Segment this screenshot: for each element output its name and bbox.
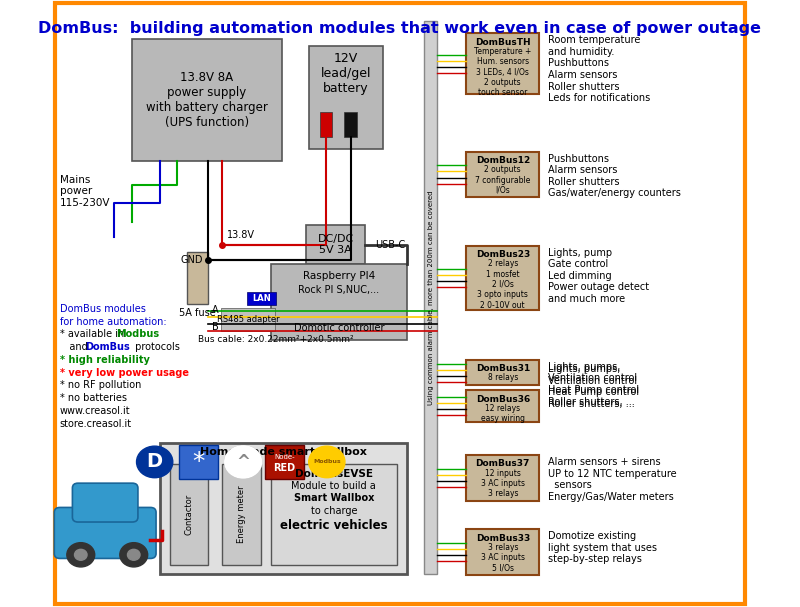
Circle shape	[127, 549, 140, 560]
Text: 13.8V 8A
power supply
with battery charger
(UPS function): 13.8V 8A power supply with battery charg…	[146, 71, 267, 129]
Text: 12 relays
easy wiring: 12 relays easy wiring	[481, 404, 525, 423]
Text: DomBus: DomBus	[85, 342, 130, 352]
Text: Pushbuttons
Alarm sensors
Roller shutters
Gas/water/energy counters: Pushbuttons Alarm sensors Roller shutter…	[548, 154, 681, 198]
Text: 2 relays
1 mosfet
2 I/Os
3 opto inputs
2 0-10V out: 2 relays 1 mosfet 2 I/Os 3 opto inputs 2…	[478, 259, 528, 310]
Text: Bus cable: 2x0.22mm²+2x0.5mm²: Bus cable: 2x0.22mm²+2x0.5mm²	[198, 335, 354, 344]
FancyBboxPatch shape	[170, 464, 208, 565]
Text: DomBus37: DomBus37	[476, 459, 530, 469]
FancyBboxPatch shape	[132, 39, 282, 161]
Text: Node-: Node-	[274, 454, 294, 460]
Text: Domotic controller: Domotic controller	[294, 323, 384, 333]
Text: 13.8V: 13.8V	[227, 231, 255, 240]
Text: *: *	[192, 450, 205, 474]
FancyBboxPatch shape	[246, 292, 276, 305]
Text: Lights, pumps,
Ventilation control
Heat Pump control
Roller shutters, ...: Lights, pumps, Ventilation control Heat …	[548, 364, 639, 409]
Text: Room temperature
and humidity.
Pushbuttons
Alarm sensors
Roller shutters
Leds fo: Room temperature and humidity. Pushbutto…	[548, 35, 650, 103]
FancyBboxPatch shape	[424, 21, 437, 574]
Circle shape	[225, 446, 262, 478]
FancyBboxPatch shape	[466, 455, 539, 501]
Text: LAN: LAN	[252, 294, 270, 303]
Text: RED: RED	[274, 463, 295, 473]
FancyBboxPatch shape	[306, 225, 365, 264]
Circle shape	[137, 446, 173, 478]
Text: DomBus33: DomBus33	[476, 534, 530, 543]
Circle shape	[67, 543, 94, 567]
Text: DomBus modules: DomBus modules	[60, 304, 146, 314]
Text: 3 relays
3 AC inputs
5 I/Os: 3 relays 3 AC inputs 5 I/Os	[481, 543, 525, 572]
Text: * very low power usage: * very low power usage	[60, 368, 189, 378]
Text: 2 outputs
7 configurable
I/Os: 2 outputs 7 configurable I/Os	[475, 165, 530, 195]
Text: * high reliability: * high reliability	[60, 355, 150, 365]
Text: store.creasol.it: store.creasol.it	[60, 419, 132, 429]
Text: for home automation:: for home automation:	[60, 317, 166, 327]
FancyBboxPatch shape	[320, 112, 332, 137]
FancyBboxPatch shape	[54, 507, 156, 558]
Text: Rock PI S,NUC,...: Rock PI S,NUC,...	[298, 285, 379, 295]
FancyBboxPatch shape	[221, 308, 275, 331]
Text: B: B	[212, 322, 218, 331]
Text: GND: GND	[181, 255, 203, 265]
FancyBboxPatch shape	[344, 112, 357, 137]
FancyBboxPatch shape	[466, 360, 539, 385]
Text: Home-made smart wallbox: Home-made smart wallbox	[200, 447, 366, 456]
FancyBboxPatch shape	[466, 152, 539, 197]
Text: DomBus12: DomBus12	[476, 156, 530, 165]
Circle shape	[74, 549, 87, 560]
Text: Module to build a: Module to build a	[291, 481, 376, 491]
Text: www.creasol.it: www.creasol.it	[60, 406, 130, 416]
Text: USB-C: USB-C	[376, 240, 406, 249]
Text: Energy meter: Energy meter	[237, 486, 246, 543]
Text: electric vehicles: electric vehicles	[280, 519, 387, 532]
Text: A: A	[212, 305, 218, 314]
Text: Contactor: Contactor	[185, 494, 194, 535]
Circle shape	[309, 446, 345, 478]
FancyBboxPatch shape	[466, 390, 539, 422]
Text: Lights, pumps,
Ventilation control
Heat Pump control
Roller shutters, ...: Lights, pumps, Ventilation control Heat …	[548, 362, 639, 407]
Text: * no batteries: * no batteries	[60, 393, 127, 403]
Text: Smart Wallbox: Smart Wallbox	[294, 493, 374, 503]
Text: DC/DC
5V 3A: DC/DC 5V 3A	[318, 234, 354, 255]
Text: * no RF pollution: * no RF pollution	[60, 381, 142, 390]
Text: ^: ^	[236, 453, 250, 471]
Text: Raspberry PI4: Raspberry PI4	[303, 271, 375, 281]
Text: DomBus23: DomBus23	[476, 250, 530, 259]
Text: 12 inputs
3 AC inputs
3 relays: 12 inputs 3 AC inputs 3 relays	[481, 469, 525, 498]
Circle shape	[120, 543, 148, 567]
FancyBboxPatch shape	[159, 443, 407, 574]
Text: Temperature +
Hum. sensors
3 LEDs, 4 I/Os
2 outputs
touch sensor: Temperature + Hum. sensors 3 LEDs, 4 I/O…	[474, 47, 531, 97]
Text: RS485 adapter: RS485 adapter	[217, 315, 279, 324]
Text: and: and	[60, 342, 90, 352]
Text: Lights, pump
Gate control
Led dimming
Power outage detect
and much more: Lights, pump Gate control Led dimming Po…	[548, 248, 649, 304]
FancyBboxPatch shape	[265, 445, 304, 479]
Text: DomBus36: DomBus36	[476, 395, 530, 404]
Text: 8 relays: 8 relays	[488, 373, 518, 382]
Text: protocols: protocols	[132, 342, 179, 352]
FancyBboxPatch shape	[187, 252, 208, 304]
FancyBboxPatch shape	[310, 46, 382, 149]
Text: to charge: to charge	[310, 506, 357, 515]
Text: Using common alarm cable, more than 200m can be covered: Using common alarm cable, more than 200m…	[428, 190, 434, 405]
FancyBboxPatch shape	[466, 33, 539, 94]
Text: * available in: * available in	[60, 330, 127, 339]
FancyBboxPatch shape	[466, 246, 539, 310]
Text: D: D	[146, 452, 162, 472]
Text: Mains
power
115-230V: Mains power 115-230V	[60, 175, 110, 208]
Text: DomBusTH: DomBusTH	[475, 38, 530, 47]
FancyBboxPatch shape	[73, 483, 138, 522]
FancyBboxPatch shape	[271, 464, 397, 565]
FancyBboxPatch shape	[179, 445, 218, 479]
FancyBboxPatch shape	[222, 464, 261, 565]
FancyBboxPatch shape	[271, 264, 407, 340]
FancyBboxPatch shape	[466, 529, 539, 575]
Text: DomBus31: DomBus31	[476, 364, 530, 373]
Text: Modbus: Modbus	[116, 330, 159, 339]
Text: Alarm sensors + sirens
UP to 12 NTC temperature
  sensors
Energy/Gas/Water meter: Alarm sensors + sirens UP to 12 NTC temp…	[548, 457, 676, 502]
Text: DomBus:  building automation modules that work even in case of power outage: DomBus: building automation modules that…	[38, 21, 762, 36]
Text: DomBusEVSE: DomBusEVSE	[294, 469, 373, 479]
Text: Modbus: Modbus	[313, 459, 341, 464]
Text: 12V
lead/gel
battery: 12V lead/gel battery	[321, 52, 371, 95]
Text: Domotize existing
light system that uses
step-by-step relays: Domotize existing light system that uses…	[548, 531, 657, 565]
Text: 5A fuse: 5A fuse	[179, 308, 216, 318]
